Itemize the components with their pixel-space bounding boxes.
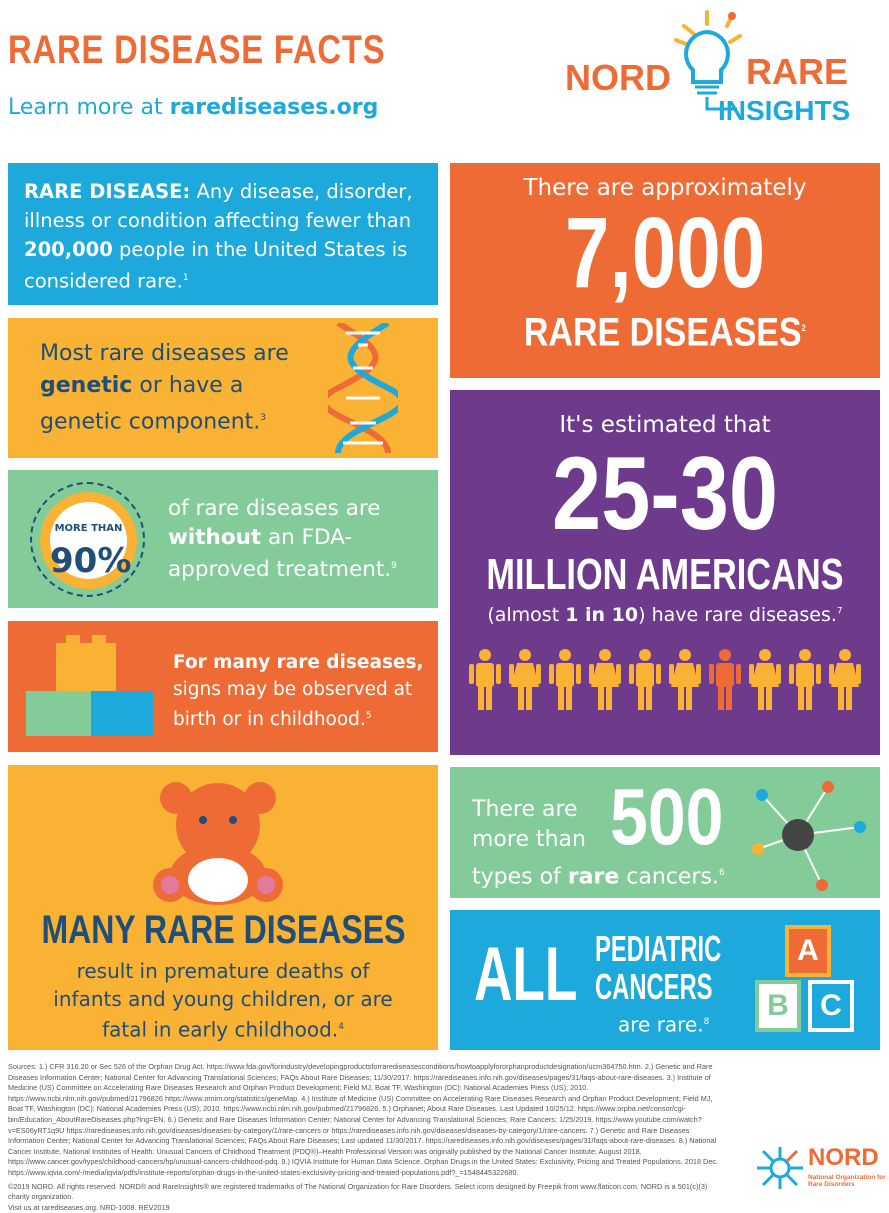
fda-badge: MORE THAN 90% — [30, 482, 145, 597]
ref: 8 — [703, 1017, 710, 1027]
cancers-text2: types of — [472, 864, 568, 890]
person-icon — [469, 649, 501, 710]
infants-text-wrap: result in premature deaths of infants an… — [8, 953, 438, 1044]
pediatric-line2: CANCERS — [595, 966, 713, 1007]
people-icon-row — [450, 648, 880, 710]
americans-text: (almost — [487, 604, 566, 626]
pediatric-line3: are rare. — [618, 1012, 704, 1037]
badge-value: 90% — [50, 541, 132, 581]
sources: Sources: 1.) CFR 316.20 or Sec 526 of th… — [8, 1062, 719, 1177]
lightbulb-icon — [674, 10, 742, 111]
nord-logo: NORD — [808, 1144, 879, 1171]
count-number-row: 7,000 — [450, 201, 880, 305]
definition-text-end: people in the United States is considere… — [24, 238, 408, 293]
teddy-bear-icon — [153, 782, 283, 905]
count-label-row: RARE DISEASES2 — [450, 305, 880, 355]
learn-prefix: Learn more at — [8, 95, 170, 120]
americans-label-row: MILLION AMERICANS — [450, 550, 880, 600]
ref: 2 — [801, 323, 806, 333]
americans-number: 25-30 — [551, 436, 779, 552]
americans-number-row: 25-30 — [450, 438, 880, 550]
nord-subtitle: National Organization for Rare Disorders — [808, 1174, 886, 1188]
person-highlighted-icon — [709, 649, 741, 710]
logo-insights: INSIGHTS — [718, 95, 851, 126]
cancers-text3: cancers. — [619, 864, 719, 890]
person-icon — [749, 649, 781, 710]
count-number: 7,000 — [564, 197, 766, 309]
toy-blocks-icon — [26, 635, 153, 736]
nord-molecule-logo-icon — [757, 1147, 803, 1189]
pediatric-all: ALL — [474, 932, 578, 1017]
americans-text-end: ) have rare diseases. — [638, 604, 837, 626]
page-title: RARE DISEASE FACTS — [8, 28, 386, 72]
person-icon — [669, 649, 701, 710]
ref: 9 — [391, 561, 397, 571]
block-c-icon: C — [808, 980, 854, 1032]
dna-icon — [328, 323, 398, 453]
pediatric-line3-wrap: are rare.8 — [618, 1010, 709, 1037]
cancers-bold: rare — [567, 864, 620, 890]
person-icon — [629, 649, 661, 710]
person-icon — [589, 649, 621, 710]
cancers-card: There are more than 500 types of rare ca… — [450, 767, 880, 898]
learn-more: Learn more at rarediseases.org — [8, 95, 378, 120]
count-card: There are approximately 7,000 RARE DISEA… — [450, 163, 880, 378]
copyright: ©2019 NORD. All rights reserved. NORD® a… — [8, 1181, 708, 1202]
americans-card: It's estimated that 25-30 MILLION AMERIC… — [450, 390, 880, 755]
infants-text: result in premature deaths of infants an… — [53, 959, 393, 1042]
person-icon — [829, 649, 861, 710]
infants-headline-row: MANY RARE DISEASES — [8, 907, 438, 953]
fda-text: of rare diseases are — [168, 496, 381, 521]
pediatric-card: ALL PEDIATRIC CANCERS are rare.8 A B C — [450, 910, 880, 1050]
person-icon — [549, 649, 581, 710]
birth-text: signs may be observed at birth or in chi… — [173, 679, 413, 731]
fda-card: MORE THAN 90% of rare diseases are witho… — [8, 470, 438, 608]
ref: 4 — [338, 1022, 344, 1032]
birth-card: For many rare diseases, signs may be obs… — [8, 621, 438, 752]
ref: 1 — [182, 273, 189, 283]
cancers-number: 500 — [610, 772, 724, 861]
badge-top: MORE THAN — [54, 523, 123, 534]
fda-bold: without — [168, 525, 262, 550]
americans-intro: It's estimated that — [559, 412, 771, 438]
ref: 3 — [260, 413, 266, 423]
count-label-wrap: RARE DISEASES2 — [524, 305, 806, 355]
block-b-icon: B — [755, 980, 801, 1032]
definition-card: RARE DISEASE: Any disease, disorder, ill… — [8, 163, 438, 305]
genetic-card: Most rare diseases are genetic or have a… — [8, 318, 438, 458]
genetic-text: Most rare diseases are — [40, 341, 289, 366]
ref: 7 — [836, 606, 843, 617]
definition-label: RARE DISEASE: — [24, 180, 191, 203]
visit-text: Visit us at rarediseases.org. NRD-1008. … — [8, 1202, 170, 1212]
count-intro: There are approximately — [523, 175, 807, 201]
americans-label: MILLION AMERICANS — [486, 550, 844, 599]
infants-card: MANY RARE DISEASES result in premature d… — [8, 765, 438, 1050]
logo-nord: NORD — [565, 57, 671, 98]
block-a-icon: A — [785, 925, 831, 977]
americans-text-wrap: (almost 1 in 10) have rare diseases.7 — [450, 604, 880, 626]
americans-bold: 1 in 10 — [565, 604, 639, 626]
count-label: RARE DISEASES — [523, 310, 802, 355]
birth-bold: For many rare diseases, — [173, 652, 424, 673]
ref: 5 — [365, 711, 372, 721]
pediatric-line1: PEDIATRIC — [595, 928, 722, 969]
genetic-bold: genetic — [40, 373, 133, 398]
person-icon — [509, 649, 541, 710]
logo-rare: RARE — [746, 51, 849, 92]
definition-text: Any disease, disorder, illness or condit… — [24, 180, 413, 232]
ref: 6 — [718, 868, 725, 878]
cancers-text2-wrap: types of rare cancers.6 — [472, 859, 725, 891]
pediatric-lines: PEDIATRIC CANCERS — [595, 930, 721, 1006]
molecule-icon — [752, 781, 866, 891]
person-icon — [789, 649, 821, 710]
fda-text-end: an FDA-approved treatment. — [168, 525, 392, 583]
website-link[interactable]: rarediseases.org — [169, 95, 379, 120]
infants-headline: MANY RARE DISEASES — [41, 908, 405, 952]
footer: Sources: 1.) CFR 316.20 or Sec 526 of th… — [8, 1062, 723, 1213]
cancers-text: There are more than — [472, 797, 586, 852]
genetic-text-end: or have a genetic component. — [40, 373, 261, 435]
definition-number: 200,000 — [24, 238, 113, 261]
